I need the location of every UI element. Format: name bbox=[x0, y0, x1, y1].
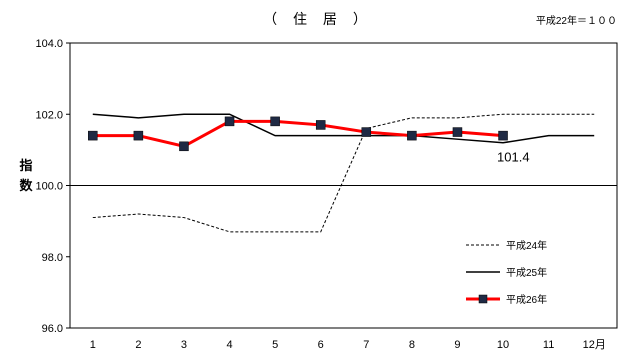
series-point bbox=[224, 116, 235, 127]
plot-area bbox=[66, 42, 618, 329]
legend-label-3: 平成26年 bbox=[506, 293, 547, 306]
x-tick-label: 11 bbox=[543, 339, 554, 351]
x-tick-label: 12月 bbox=[583, 339, 606, 351]
x-tick-label: 4 bbox=[226, 339, 232, 351]
base-year-note: 平成22年＝１００ bbox=[536, 14, 617, 27]
y-tick-label: 102.0 bbox=[35, 109, 63, 121]
x-tick-label: 10 bbox=[497, 339, 509, 351]
legend-label-1: 平成24年 bbox=[506, 239, 547, 252]
y-tick-labels: 104.0 102.0 100.0 98.0 96.0 bbox=[35, 38, 63, 335]
y-tick-label: 100.0 bbox=[35, 181, 63, 193]
x-tick-labels: 1 2 3 4 5 6 7 8 9 10 11 12月 bbox=[90, 339, 606, 351]
y-axis-label: 指数 bbox=[19, 158, 33, 193]
series-point bbox=[270, 116, 280, 127]
legend-marker bbox=[478, 294, 488, 304]
series-line-1 bbox=[92, 113, 595, 233]
y-axis-label-char: 数 bbox=[19, 178, 33, 193]
data-label: 101.4 bbox=[497, 150, 530, 165]
series-point bbox=[407, 130, 417, 141]
x-tick-label: 9 bbox=[454, 339, 460, 351]
x-tick-label: 2 bbox=[135, 339, 141, 351]
annotations: 101.4 bbox=[497, 150, 530, 165]
series-line-2 bbox=[92, 113, 595, 144]
chart-title: （ 住 居 ） bbox=[263, 11, 373, 27]
x-tick-label: 7 bbox=[363, 339, 369, 351]
legend-label-2: 平成25年 bbox=[506, 266, 547, 279]
y-axis-label-char: 指 bbox=[19, 158, 32, 173]
series-point bbox=[88, 130, 98, 141]
series-point bbox=[315, 120, 326, 130]
series-point bbox=[133, 130, 144, 141]
series-point bbox=[452, 127, 463, 137]
x-tick-label: 6 bbox=[318, 339, 324, 351]
series-line-3 bbox=[92, 119, 504, 148]
y-tick-label: 104.0 bbox=[35, 38, 63, 50]
series-point bbox=[179, 141, 189, 152]
series-point bbox=[361, 127, 372, 137]
series-point bbox=[498, 130, 508, 141]
y-tick-label: 98.0 bbox=[42, 252, 63, 264]
x-tick-label: 8 bbox=[409, 339, 415, 351]
series-lines bbox=[88, 113, 595, 233]
x-tick-label: 5 bbox=[272, 339, 278, 351]
x-tick-label: 3 bbox=[181, 339, 187, 351]
x-tick-label: 1 bbox=[90, 339, 96, 351]
y-tick-label: 96.0 bbox=[42, 323, 63, 335]
